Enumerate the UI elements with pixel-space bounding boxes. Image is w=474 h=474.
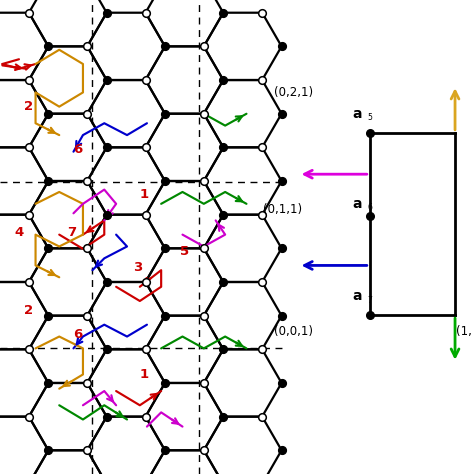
Text: 4: 4	[14, 226, 24, 239]
Text: 2: 2	[24, 100, 33, 113]
Text: 2: 2	[24, 304, 33, 317]
Text: (0,1,1): (0,1,1)	[263, 203, 302, 216]
Text: (1,: (1,	[456, 325, 472, 338]
Text: $_7$: $_7$	[367, 294, 374, 307]
Text: 7: 7	[67, 226, 77, 239]
Text: $_5$: $_5$	[367, 112, 374, 124]
Text: 5: 5	[180, 245, 190, 258]
Text: 6: 6	[73, 328, 83, 341]
Text: $_6$: $_6$	[367, 202, 374, 214]
Text: (0,0,1): (0,0,1)	[274, 325, 313, 338]
Text: 1: 1	[140, 368, 149, 381]
Text: $\mathbf{a}$: $\mathbf{a}$	[352, 107, 363, 121]
Text: $\mathbf{a}$: $\mathbf{a}$	[352, 197, 363, 211]
Text: 6: 6	[73, 143, 83, 156]
Text: (0,2,1): (0,2,1)	[274, 86, 313, 99]
Text: 3: 3	[133, 261, 142, 274]
Text: $\mathbf{a}$: $\mathbf{a}$	[352, 289, 363, 303]
Text: 1: 1	[140, 188, 149, 201]
